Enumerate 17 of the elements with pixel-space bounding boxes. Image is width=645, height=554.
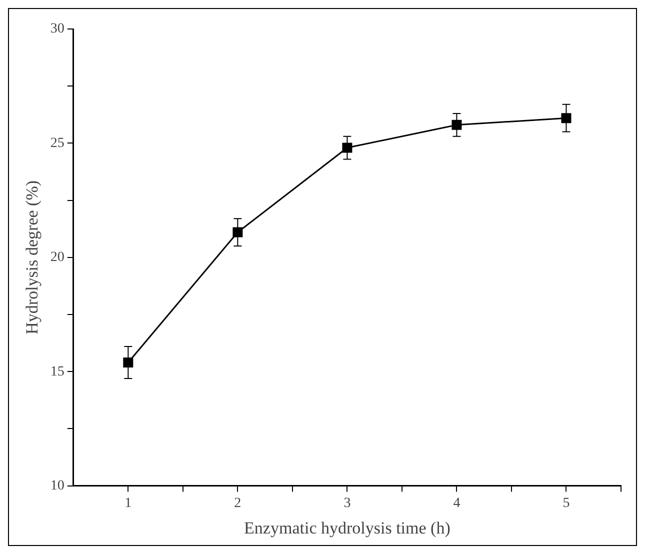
- x-tick-label: 1: [124, 496, 132, 511]
- y-tick-label: 10: [50, 478, 64, 494]
- y-tick-label: 20: [50, 250, 64, 266]
- y-tick-label: 25: [50, 136, 64, 151]
- x-tick-label: 4: [453, 496, 460, 511]
- point: [452, 120, 462, 130]
- point: [561, 113, 572, 124]
- x-tick-label: 2: [234, 496, 242, 511]
- point: [123, 357, 134, 368]
- x-axis-title: Enzymatic hydrolysis time (h): [244, 518, 450, 538]
- x-tick-label: 5: [562, 496, 570, 511]
- point: [232, 227, 243, 238]
- point: [342, 142, 352, 153]
- y-axis-title: Hydrolysis degree (%): [22, 180, 42, 334]
- x-tick-label: 3: [344, 496, 351, 511]
- y-tick-label: 15: [50, 364, 64, 380]
- y-tick-label: 30: [50, 22, 64, 37]
